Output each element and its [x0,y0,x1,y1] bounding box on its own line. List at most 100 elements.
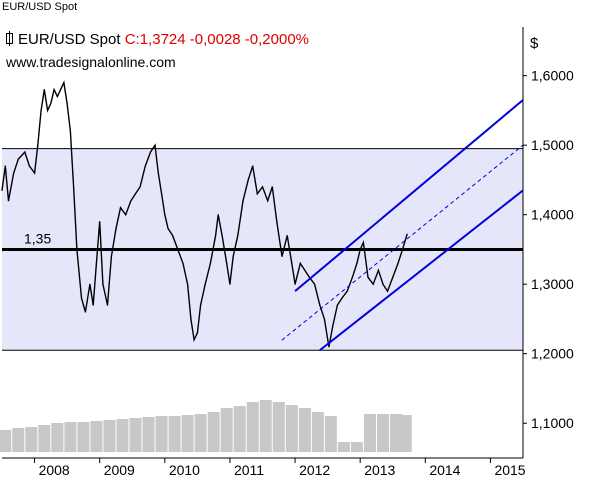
volume-bar [129,418,142,452]
volume-bar [51,423,64,452]
price-point [308,276,310,278]
price-point [215,234,217,237]
price-point [28,165,30,167]
volume-bar [285,405,298,452]
price-point [367,276,369,278]
price-point [73,186,75,188]
price-point [267,200,269,202]
y-tick-label: 1,4000 [531,207,574,223]
price-point [332,325,334,327]
volume-bar [298,408,311,452]
price-point [314,283,316,285]
volume-bar [376,414,389,452]
volume-bar [155,416,168,452]
price-point [252,165,254,167]
price-series-line [1,80,408,347]
price-point [319,304,321,306]
channel-mid-dashed-line [281,144,524,341]
price-point [341,297,343,299]
volume-bar [337,442,350,452]
volume-bar [272,402,285,452]
price-point [190,318,192,320]
price-point [299,262,301,264]
price-point [69,130,71,132]
price-point [256,193,258,195]
price-point [157,172,159,174]
x-tick-label: 2014 [429,462,460,478]
price-point [33,172,36,174]
price-point [276,221,278,223]
price-point [200,304,202,306]
channel-lower-line [319,189,524,352]
price-point [377,269,380,271]
price-point [221,234,223,237]
price-point [261,186,264,188]
price-point [336,304,338,306]
price-point [110,255,113,258]
price-point [63,82,65,84]
volume-bar [259,400,272,452]
price-point [304,269,306,271]
price-point [209,262,211,264]
price-point [4,165,6,167]
price-point [56,95,58,98]
y-axis-unit-label: $ [530,35,539,52]
volume-bar [399,415,412,452]
price-point [271,186,273,188]
website-label: www.tradesignalonline.com [6,54,176,70]
price-point [406,233,408,235]
volume-bar [0,430,12,452]
price-point [92,304,94,306]
volume-bar [181,415,194,452]
price-point [154,144,156,146]
volume-bar [64,422,77,452]
price-point [95,262,98,264]
volume-bar [207,412,220,452]
volume-bar [233,406,246,452]
price-point [351,276,353,278]
price-point [66,102,68,105]
volume-bar [194,414,207,452]
price-point [177,248,179,251]
price-point [89,283,91,285]
price-point [43,88,45,91]
price-point [242,200,244,202]
x-tick-label: 2012 [299,462,330,478]
x-tick-label: 2010 [169,462,200,478]
price-point [99,221,101,223]
price-point [160,193,163,195]
price-point [37,144,39,146]
price-point [392,276,394,278]
price-point [226,262,228,264]
price-point [84,311,86,313]
price-point [187,283,189,285]
price-point [247,179,249,181]
price-point [167,227,169,230]
price-point [172,234,174,237]
volume-bar [77,422,90,452]
volume-bar [350,442,363,452]
price-point [53,88,55,91]
price-point [106,304,109,306]
quote-value: C:1,3724 -0,0028 -0,2000% [124,31,310,48]
price-point [401,248,404,251]
price-point [130,200,132,202]
volume-bar [389,414,403,452]
price-point [115,227,117,230]
price-point [232,255,234,258]
x-tick-label: 2011 [234,462,264,478]
price-point [217,214,219,216]
quote-header: EUR/USD Spot C:1,3724 -0,0028 -0,2000% [6,31,309,48]
price-point [125,214,127,216]
x-tick-label: 2009 [104,462,135,478]
price-point [50,102,52,105]
price-point [182,262,184,264]
price-point [204,283,206,285]
x-tick-label: 2015 [494,462,525,478]
price-point [193,339,195,341]
price-point [386,290,389,292]
volume-bar [38,425,51,452]
symbol-label: EUR/USD Spot [18,31,121,48]
price-point [281,255,283,258]
